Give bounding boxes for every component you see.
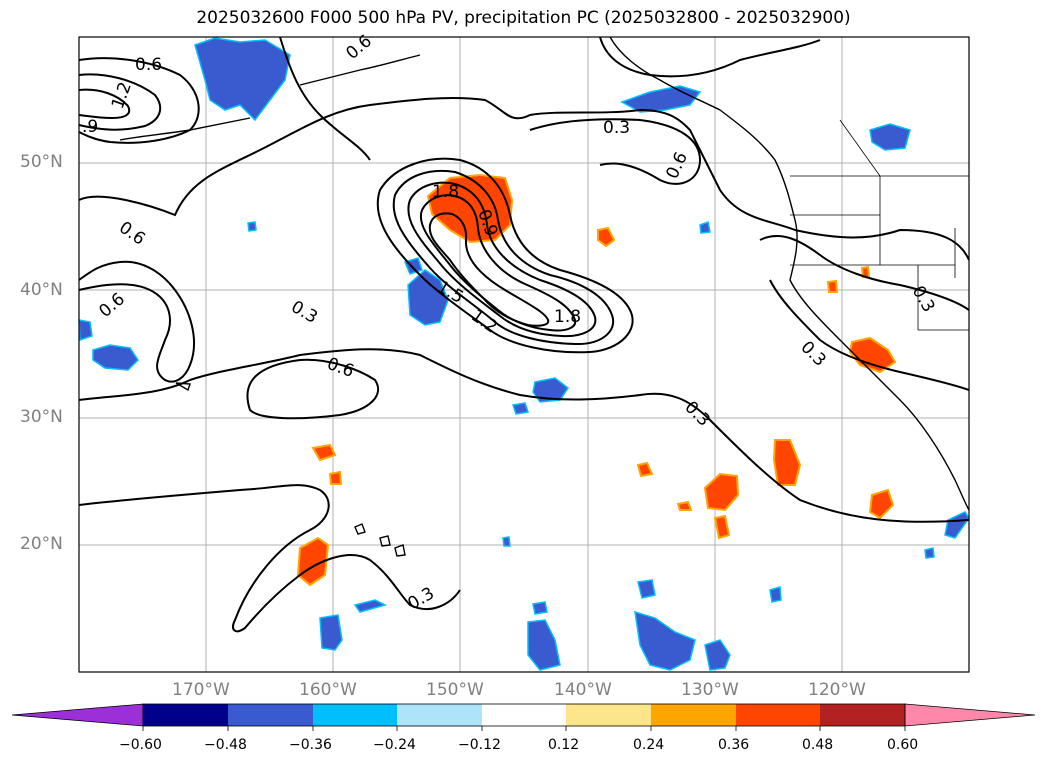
lon-label-120w: 120°W <box>808 680 866 700</box>
lat-label-50n: 50°N <box>20 152 63 172</box>
pv-contours <box>78 36 970 633</box>
lon-label-170w: 170°W <box>172 680 230 700</box>
lat-label-20n: 20°N <box>20 534 63 554</box>
lon-label-130w: 130°W <box>681 680 739 700</box>
negative-precip-areas <box>78 37 970 671</box>
colorbar-tick: −0.36 <box>289 737 332 753</box>
map-frame <box>78 36 970 673</box>
colorbar-tick: −0.24 <box>373 737 416 753</box>
contour-label: 1.8 <box>432 182 459 202</box>
contour-label: .9 <box>82 117 98 137</box>
colorbar-tick: 0.48 <box>802 737 834 753</box>
colorbar-tick: −0.48 <box>204 737 247 753</box>
lat-label-40n: 40°N <box>20 280 63 300</box>
map-title: 2025032600 F000 500 hPa PV, precipitatio… <box>196 8 851 28</box>
positive-precip-areas <box>296 173 897 587</box>
lon-label-140w: 140°W <box>554 680 612 700</box>
gridlines <box>79 37 969 672</box>
colorbar-tick: 0.36 <box>718 737 750 753</box>
colorbar-tick: −0.12 <box>458 737 501 753</box>
contour-label: 0.3 <box>603 118 630 138</box>
colorbar-tick: 0.12 <box>548 737 580 753</box>
borders <box>790 119 969 331</box>
lon-label-160w: 160°W <box>299 680 357 700</box>
lon-label-150w: 150°W <box>426 680 484 700</box>
colorbar-tick: −0.60 <box>119 737 162 753</box>
coastlines <box>119 36 970 557</box>
lat-label-30n: 30°N <box>20 407 63 427</box>
colorbar <box>11 703 1036 731</box>
colorbar-tick: 0.60 <box>887 737 919 753</box>
contour-label: 0.6 <box>135 55 162 75</box>
colorbar-tick: 0.24 <box>633 737 665 753</box>
contour-label: 1.8 <box>554 307 581 327</box>
